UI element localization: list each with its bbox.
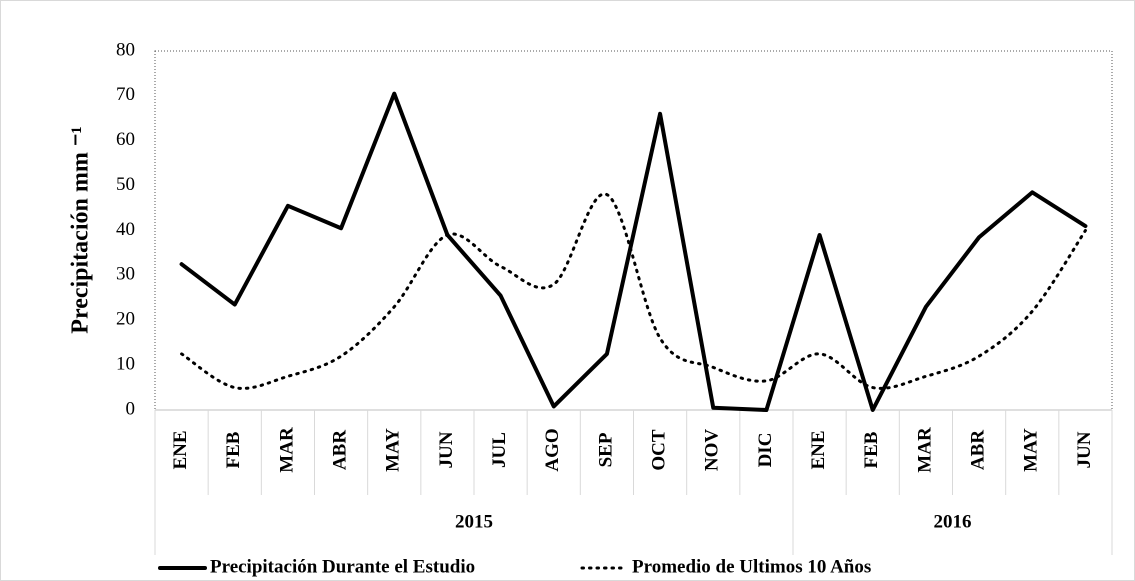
group-label: 2015 [455,511,493,532]
x-tick-label: MAY [1021,428,1042,472]
x-tick-label: NOV [702,429,723,472]
x-tick-label: JUN [436,431,457,468]
y-tick-label: 60 [116,129,135,150]
y-tick-label: 70 [116,84,135,105]
x-tick-label: ABR [329,430,350,470]
x-tick-label: MAR [276,427,297,473]
y-tick-label: 50 [116,174,135,195]
x-tick-label: FEB [861,431,882,468]
x-tick-label: OCT [648,429,669,471]
data-line [179,91,1088,412]
y-tick-label: 10 [116,353,135,374]
group-label: 2016 [934,511,972,532]
y-tick-label: 40 [116,219,135,240]
x-tick-label: ENE [170,430,191,469]
x-tick-label: MAR [914,427,935,473]
legend-label: Precipitación Durante el Estudio [210,556,475,577]
y-tick-label: 80 [116,39,135,60]
x-tick-label: FEB [223,431,244,468]
x-tick-label: SEP [595,432,616,467]
y-tick-label: 30 [116,264,135,285]
x-tick-label: DIC [755,433,776,468]
x-tick-label: ABR [967,430,988,470]
x-tick-label: JUN [1074,431,1095,468]
x-tick-label: ENE [808,430,829,469]
legend-label: Promedio de Ultimos 10 Años [632,556,871,577]
x-tick-label: MAY [383,428,404,472]
y-tick-label: 0 [126,398,136,419]
x-tick-label: JUL [489,432,510,468]
y-axis-label: Precipitación mm ⁻¹ [68,126,94,333]
x-tick-label: AGO [542,428,563,471]
y-tick-label: 20 [116,309,135,330]
